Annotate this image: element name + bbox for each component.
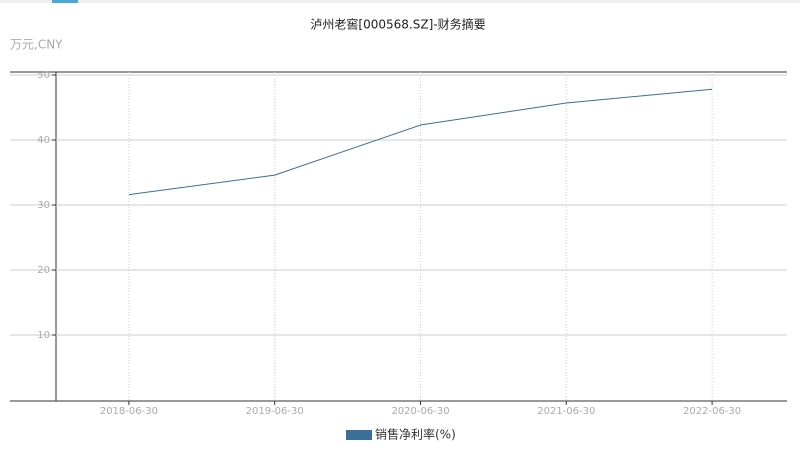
legend-swatch <box>346 430 372 440</box>
unit-label: 万元,CNY <box>10 38 63 52</box>
x-tick-label: 2022-06-30 <box>683 406 741 417</box>
y-tick-label: 50 <box>37 70 50 81</box>
x-tick-label: 2021-06-30 <box>537 406 595 417</box>
y-tick-label: 40 <box>37 135 50 146</box>
active-tab[interactable] <box>52 0 78 3</box>
legend-label: 销售净利率(%) <box>375 427 456 442</box>
x-tick-label: 2020-06-30 <box>391 406 449 417</box>
y-tick-label: 10 <box>37 330 50 341</box>
top-strip <box>0 0 800 3</box>
y-tick-label: 20 <box>37 265 50 276</box>
series-line <box>128 88 713 196</box>
x-tick-label: 2018-06-30 <box>100 406 158 417</box>
x-tick-label: 2019-06-30 <box>246 406 304 417</box>
y-tick-label: 30 <box>37 200 50 211</box>
chart-title: 泸州老窖[000568.SZ]-财务摘要 <box>310 17 485 32</box>
